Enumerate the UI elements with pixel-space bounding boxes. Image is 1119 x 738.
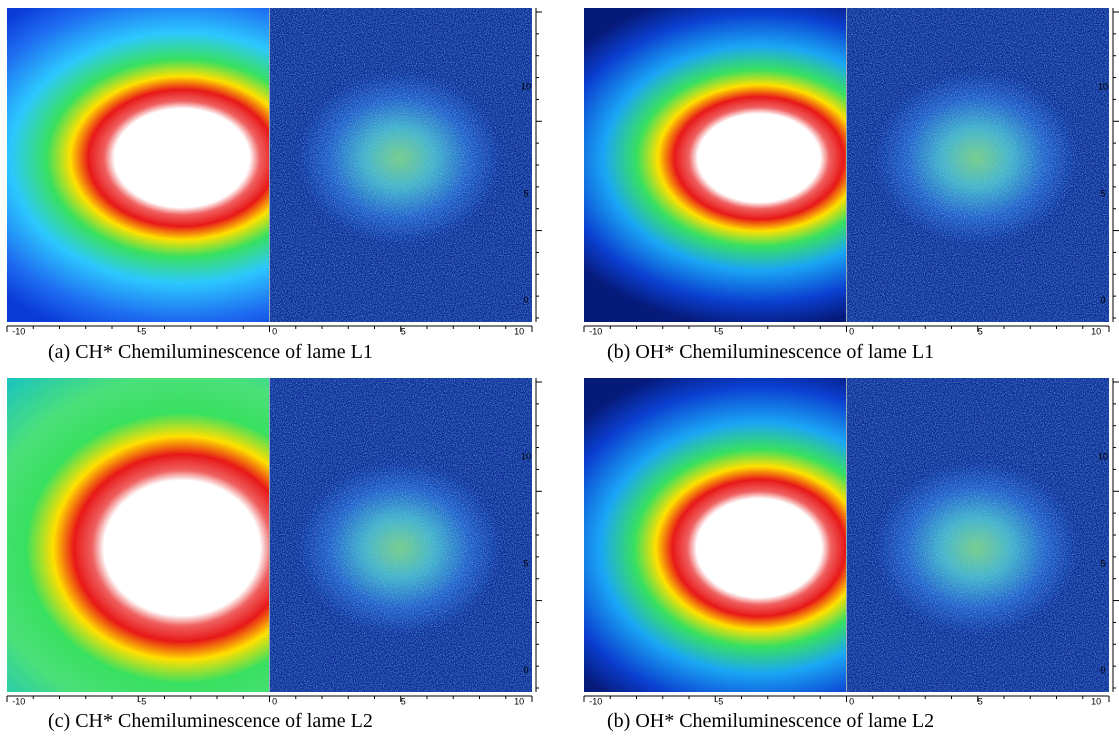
panel: -10 -5 0 5 10 10 5 0 (c) CH* Chemiluminescence o… xyxy=(6,378,542,732)
y-tick-label: 10 xyxy=(521,82,531,92)
caption: (b) OH* Chemiluminescence of lame L1 xyxy=(607,341,934,363)
flame-image xyxy=(584,8,847,322)
x-tick-label: 10 xyxy=(514,696,524,706)
x-tick-label: 0 xyxy=(849,696,854,706)
flame-image xyxy=(7,8,270,322)
panel: -10 -5 0 5 10 10 5 0 (b) OH* Chemiluminescence o… xyxy=(583,378,1119,732)
y-tick-label: 10 xyxy=(521,452,531,462)
caption: (b) OH* Chemiluminescence of lame L2 xyxy=(607,710,934,732)
x-tick-label: 5 xyxy=(401,696,406,706)
x-tick-label: -5 xyxy=(138,696,146,706)
x-tick-label: 5 xyxy=(978,326,983,336)
y-tick-label: 5 xyxy=(523,188,528,198)
y-tick-label: 10 xyxy=(1098,82,1108,92)
y-tick-label: 0 xyxy=(1100,295,1105,305)
y-tick-label: 5 xyxy=(523,558,528,568)
x-tick-label: -10 xyxy=(589,696,602,706)
noise xyxy=(846,378,1109,692)
y-tick-label: 0 xyxy=(523,295,528,305)
x-tick-label: 10 xyxy=(514,326,524,336)
panel: -10 -5 0 5 10 10 5 0 (b) OH* Chemiluminescence o… xyxy=(583,8,1119,363)
x-tick-label: 10 xyxy=(1091,696,1101,706)
x-tick-label: -5 xyxy=(715,696,723,706)
noise xyxy=(269,378,532,692)
caption: (a) CH* Chemiluminescence of lame L1 xyxy=(48,341,373,363)
y-tick-label: 10 xyxy=(1098,452,1108,462)
x-tick-label: -5 xyxy=(138,326,146,336)
x-tick-label: 0 xyxy=(272,326,277,336)
flame-image xyxy=(7,378,270,692)
x-tick-label: -10 xyxy=(12,696,25,706)
panel: -10 -5 0 5 10 10 5 0 (a) CH* Chemiluminescence o… xyxy=(6,8,542,363)
noise xyxy=(846,8,1109,322)
caption: (c) CH* Chemiluminescence of lame L2 xyxy=(48,710,373,732)
x-tick-label: -10 xyxy=(12,326,25,336)
flame-image xyxy=(584,378,847,692)
x-tick-label: -10 xyxy=(589,326,602,336)
x-tick-label: 0 xyxy=(849,326,854,336)
x-tick-label: 5 xyxy=(978,696,983,706)
x-tick-label: 0 xyxy=(272,696,277,706)
y-tick-label: 0 xyxy=(1100,665,1105,675)
x-tick-label: 10 xyxy=(1091,326,1101,336)
x-tick-label: 5 xyxy=(401,326,406,336)
noise xyxy=(269,8,532,322)
y-tick-label: 0 xyxy=(523,665,528,675)
y-tick-label: 5 xyxy=(1100,558,1105,568)
y-tick-label: 5 xyxy=(1100,188,1105,198)
x-tick-label: -5 xyxy=(715,326,723,336)
